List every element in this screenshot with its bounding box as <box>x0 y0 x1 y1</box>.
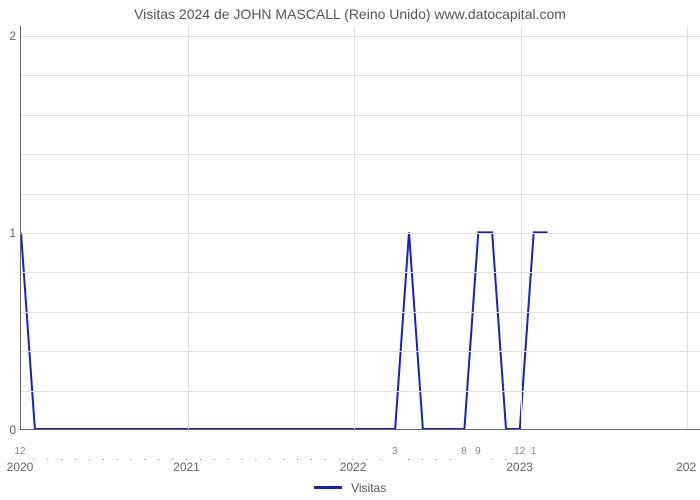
grid-line-h-minor <box>21 154 700 155</box>
x-tick-month: 3 <box>392 446 398 457</box>
legend-swatch <box>314 486 342 489</box>
x-tick-month: . <box>504 452 507 463</box>
x-tick-year: 2023 <box>506 460 533 474</box>
y-tick-label: 1 <box>2 226 16 240</box>
x-tick-month: . <box>46 452 49 463</box>
grid-line-v <box>354 26 355 429</box>
legend: Visitas <box>0 480 700 495</box>
grid-line-h <box>21 36 700 37</box>
series-line <box>21 232 548 429</box>
x-tick-month: . <box>213 452 216 463</box>
x-tick-month: . <box>338 452 341 463</box>
x-tick-month: . <box>199 452 202 463</box>
x-tick-month: 8 <box>461 446 467 457</box>
x-tick-month: . <box>171 452 174 463</box>
grid-line-h-minor <box>21 272 700 273</box>
x-tick-month: 12 <box>514 446 525 457</box>
x-tick-month: . <box>324 452 327 463</box>
x-tick-month: . <box>74 452 77 463</box>
x-tick-month: . <box>102 452 105 463</box>
grid-line-h-minor <box>21 115 700 116</box>
x-tick-month: . <box>310 452 313 463</box>
chart-container: Visitas 2024 de JOHN MASCALL (Reino Unid… <box>0 0 700 500</box>
x-tick-month: 12 <box>14 446 25 457</box>
line-series <box>21 26 700 429</box>
x-tick-month: . <box>185 452 188 463</box>
x-tick-year: 202 <box>676 460 696 474</box>
grid-line-h <box>21 233 700 234</box>
y-tick-label: 0 <box>2 423 16 437</box>
x-tick-month: . <box>88 452 91 463</box>
x-tick-month: . <box>366 452 369 463</box>
x-tick-year: 2020 <box>7 460 34 474</box>
x-tick-month: . <box>435 452 438 463</box>
grid-line-v <box>188 26 189 429</box>
x-tick-month: . <box>352 452 355 463</box>
x-tick-month: . <box>144 452 147 463</box>
x-tick-month: . <box>241 452 244 463</box>
chart-title: Visitas 2024 de JOHN MASCALL (Reino Unid… <box>0 6 700 22</box>
x-tick-month: . <box>227 452 230 463</box>
x-tick-month: 1 <box>531 446 537 457</box>
x-tick-month: . <box>449 452 452 463</box>
grid-line-v <box>521 26 522 429</box>
x-tick-month: . <box>379 452 382 463</box>
x-tick-month: . <box>407 452 410 463</box>
x-tick-month: . <box>421 452 424 463</box>
x-tick-month: . <box>116 452 119 463</box>
x-tick-month: . <box>296 452 299 463</box>
x-tick-month: . <box>157 452 160 463</box>
x-tick-month: . <box>60 452 63 463</box>
x-tick-month: . <box>32 452 35 463</box>
x-tick-month: . <box>490 452 493 463</box>
grid-line-v <box>687 26 688 429</box>
plot-area <box>20 26 700 430</box>
grid-line-h-minor <box>21 391 700 392</box>
x-tick-month: 9 <box>475 446 481 457</box>
x-tick-month: . <box>255 452 258 463</box>
legend-label: Visitas <box>351 481 386 495</box>
x-tick-month: . <box>130 452 133 463</box>
x-tick-month: . <box>268 452 271 463</box>
grid-line-h-minor <box>21 194 700 195</box>
grid-line-h-minor <box>21 351 700 352</box>
y-tick-label: 2 <box>2 29 16 43</box>
grid-line-h-minor <box>21 75 700 76</box>
grid-line-h-minor <box>21 312 700 313</box>
x-tick-month: . <box>282 452 285 463</box>
